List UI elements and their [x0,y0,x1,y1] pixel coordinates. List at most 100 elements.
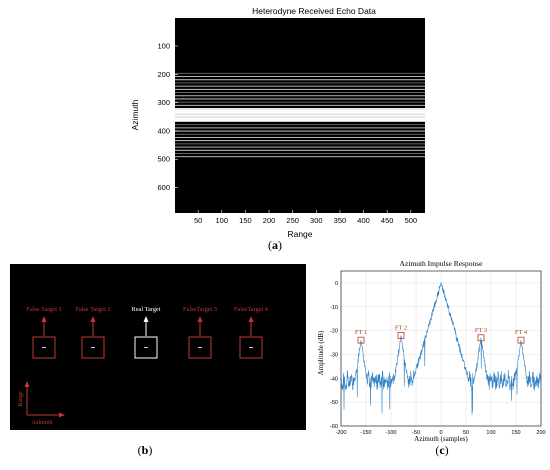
heatmap-row [175,156,425,158]
target-arrow-head [143,316,149,322]
x-tick-label: 250 [286,216,299,225]
y-tick-label: -40 [330,376,338,382]
y-tick-label: 300 [157,98,170,107]
x-tick-label: 200 [263,216,276,225]
peak-label: FT 2 [395,324,407,331]
x-tick-label: 0 [439,430,442,436]
caption-a: (a) [268,238,282,252]
heatmap-row [175,108,425,110]
target-4: FalseTarget 3 [183,306,217,359]
x-tick-label: -50 [412,430,420,436]
target-label: Real Target [132,306,161,313]
heatmap-row [175,121,425,122]
target-label: FalseTarget 3 [183,306,217,313]
heatmap-row [175,76,425,78]
targets: False Target 1 False Target 2 Real Target F… [26,306,269,359]
x-tick-label: -100 [385,430,396,436]
target-5: FalseTarget 4 [234,306,269,359]
target-label: False Target 2 [75,306,110,313]
target-arrow-head [90,316,96,322]
peak-label: FT 3 [475,327,487,334]
panel-c: Azimuth Impulse Response -200 -150 -100 -50… [315,250,550,465]
heatmap-row [175,124,425,126]
caption-a-letter: a [272,238,278,252]
heatmap-row [175,79,425,81]
y-tick-label: 600 [157,183,170,192]
heatmap-row [175,146,425,148]
heatmap-row [175,119,425,122]
caption-c-letter: c [439,443,445,457]
heatmap-row [175,95,425,97]
series-line [340,282,542,415]
target-box [134,336,158,359]
y-tick-label: 0 [335,281,338,287]
y-tick-label: -20 [330,329,338,335]
target-box [188,336,212,359]
heatmap-row [175,117,425,120]
target-label: False Target 1 [26,306,61,313]
y-tick-label: 500 [157,155,170,164]
heatmap-row [175,101,425,103]
heatmap-row [175,133,425,135]
x-tick-label: -150 [360,430,371,436]
heatmap-row [175,104,425,106]
axes: -200 -150 -100 -50 0 50 100 150 200 0 -10 -20 -30 -40… [330,270,546,436]
heatmap-row [175,137,425,138]
peak-markers: FT 1 FT 2 FT 3 FT 4 [355,324,528,344]
diagram-background [10,264,306,430]
target-3: Real Target [132,306,161,359]
x-axis-label: Range [287,229,312,239]
heatmap-row [175,109,425,112]
caption-b-letter: b [141,443,149,457]
peak-marker-box [517,336,525,344]
target-box [32,336,56,359]
target-arrow-head [41,316,47,322]
x-tick-label: 400 [357,216,370,225]
heatmap-row [175,98,425,100]
peak-marker-box [397,331,405,339]
y-tick-label: 400 [157,126,170,135]
heatmap-row [175,88,425,90]
axis-range-label: Range [18,391,24,407]
plot-frame [340,270,542,427]
heatmap-row [175,130,425,132]
heatmap-row [175,127,425,129]
heatmap-row [175,140,425,142]
panel-b: False Target 1 False Target 2 Real Target F… [0,250,315,465]
heatmap-row [175,85,425,87]
heatmap-row [175,143,425,145]
y-tick-label: -50 [330,400,338,406]
heatmap-row [175,92,425,94]
peak-marker-box [357,336,365,344]
heatmap-row [175,153,425,154]
x-tick-label: 150 [239,216,252,225]
heatmap-row [175,113,425,115]
x-tick-label: 150 [511,430,520,436]
x-tick-label: 500 [405,216,418,225]
y-tick-label: -10 [330,305,338,311]
axis-ticks: 50 100 150 200 250 300 350 400 450 500 100 200 300 40… [157,42,417,225]
axis-azimuth-label: Azimuth [32,420,53,426]
panel-a: Heterodyne Received Echo Data 50 100 150 20… [130,6,425,252]
y-axis-label: Amplitude (dB) [317,330,325,375]
target-arrow-head [248,316,254,322]
target-diagram: False Target 1 False Target 2 Real Target F… [10,264,306,430]
target-box [239,336,263,359]
chart-title: Azimuth Impulse Response [400,259,484,268]
heatmap-row [175,114,425,117]
heatmap-row [175,111,425,114]
heatmap-row [175,82,425,84]
x-tick-label: 50 [194,216,202,225]
caption-b: (b) [137,443,153,457]
x-tick-label: 100 [486,430,495,436]
x-tick-label: 100 [216,216,229,225]
x-axis-label: Azimuth (samples) [414,435,468,443]
y-tick-label: 200 [157,70,170,79]
x-tick-label: 450 [381,216,394,225]
y-tick-label: -60 [330,424,338,430]
target-arrow-head [197,316,203,322]
peak-label: FT 4 [515,329,528,336]
target-label: FalseTarget 4 [234,306,269,313]
y-axis-label: Azimuth [130,99,140,130]
x-tick-label: 350 [334,216,347,225]
